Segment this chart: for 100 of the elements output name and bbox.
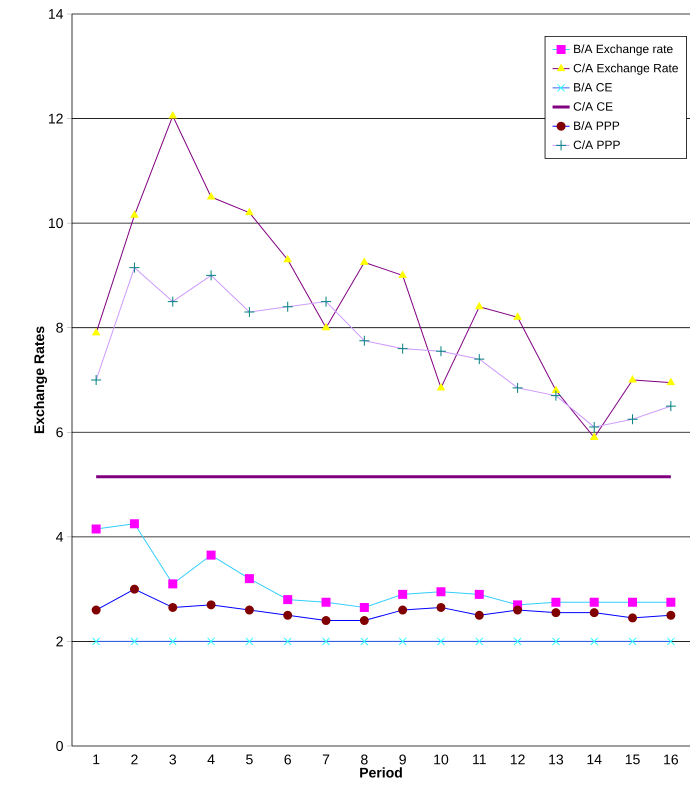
point (666, 378, 675, 386)
point (245, 637, 254, 646)
point (168, 637, 177, 646)
legend-label: B/A CE (574, 82, 612, 92)
point (550, 390, 562, 402)
y-tick-label: 8 (56, 322, 63, 333)
point (207, 637, 216, 646)
point (168, 602, 178, 612)
point (551, 598, 560, 607)
point (590, 637, 598, 646)
point (168, 579, 178, 588)
point (90, 374, 102, 386)
point (92, 606, 101, 615)
x-tick-label: 7 (322, 754, 330, 764)
point (666, 610, 676, 620)
legend-label: C/A CE (574, 102, 613, 111)
point (360, 616, 369, 626)
point (358, 335, 370, 346)
point (436, 587, 446, 596)
legend-label: C/A PPP (574, 140, 620, 150)
point (206, 270, 217, 281)
x-tick-label: 16 (664, 754, 678, 764)
point (628, 613, 638, 622)
point (282, 301, 294, 312)
point (436, 637, 445, 646)
point (666, 637, 675, 646)
point (474, 610, 484, 620)
legend-label: B/A PPP (574, 121, 620, 130)
x-tick-label: 15 (626, 754, 640, 764)
point (436, 602, 446, 612)
point (128, 262, 140, 274)
x-tick-label: 6 (284, 754, 291, 764)
point (627, 414, 638, 425)
point (360, 602, 369, 612)
point (590, 598, 599, 607)
legend-label: C/A Exchange Rate (574, 64, 678, 75)
x-tick-label: 3 (169, 754, 176, 764)
point (284, 637, 292, 646)
y-tick-label: 0 (56, 741, 63, 751)
point (320, 296, 332, 308)
x-tick-label: 14 (588, 754, 602, 764)
y-tick-label: 12 (48, 114, 63, 124)
x-tick-label: 2 (131, 754, 138, 764)
point (283, 595, 292, 604)
point (92, 524, 101, 534)
point (398, 270, 407, 278)
point (590, 608, 599, 618)
point (475, 637, 484, 646)
point (513, 606, 522, 615)
point (207, 192, 216, 200)
point (322, 637, 330, 646)
point (206, 600, 216, 610)
point (628, 598, 638, 607)
point (474, 354, 485, 365)
x-tick-label: 8 (361, 754, 368, 764)
x-tick-label: 9 (399, 754, 406, 764)
y-axis-title: Exchange Rates (34, 326, 48, 434)
point (398, 606, 408, 615)
legend-label: B/A Exchange rate (574, 44, 673, 56)
point (130, 519, 139, 528)
point (322, 616, 331, 626)
y-tick-label: 4 (56, 532, 64, 542)
x-tick-label: 12 (510, 754, 525, 764)
point (130, 210, 138, 218)
point (360, 258, 368, 265)
point (398, 637, 407, 646)
point (244, 306, 255, 318)
y-tick-label: 14 (48, 9, 64, 19)
point (588, 422, 600, 433)
point (92, 637, 100, 646)
x-tick-label: 5 (246, 754, 253, 764)
point (245, 208, 254, 216)
point (512, 382, 524, 394)
x-tick-label: 10 (434, 754, 448, 764)
x-tick-label: 11 (473, 754, 486, 764)
point (628, 375, 636, 382)
point (168, 111, 177, 118)
point (283, 610, 292, 620)
point (474, 590, 484, 599)
x-axis-title: Period (360, 767, 402, 778)
point (284, 255, 292, 262)
point (206, 550, 216, 560)
point (244, 574, 254, 584)
point (551, 608, 560, 618)
point (552, 637, 560, 646)
point (398, 590, 408, 599)
point (437, 383, 445, 390)
point (590, 433, 598, 440)
point (666, 598, 676, 607)
point (628, 637, 637, 646)
point (322, 323, 330, 330)
point (397, 343, 408, 354)
point (167, 296, 178, 308)
x-tick-label: 13 (549, 754, 564, 764)
point (130, 637, 138, 646)
point (475, 302, 484, 310)
point (665, 400, 676, 412)
point (92, 328, 100, 336)
x-tick-label: 1 (93, 754, 100, 764)
point (130, 584, 139, 594)
